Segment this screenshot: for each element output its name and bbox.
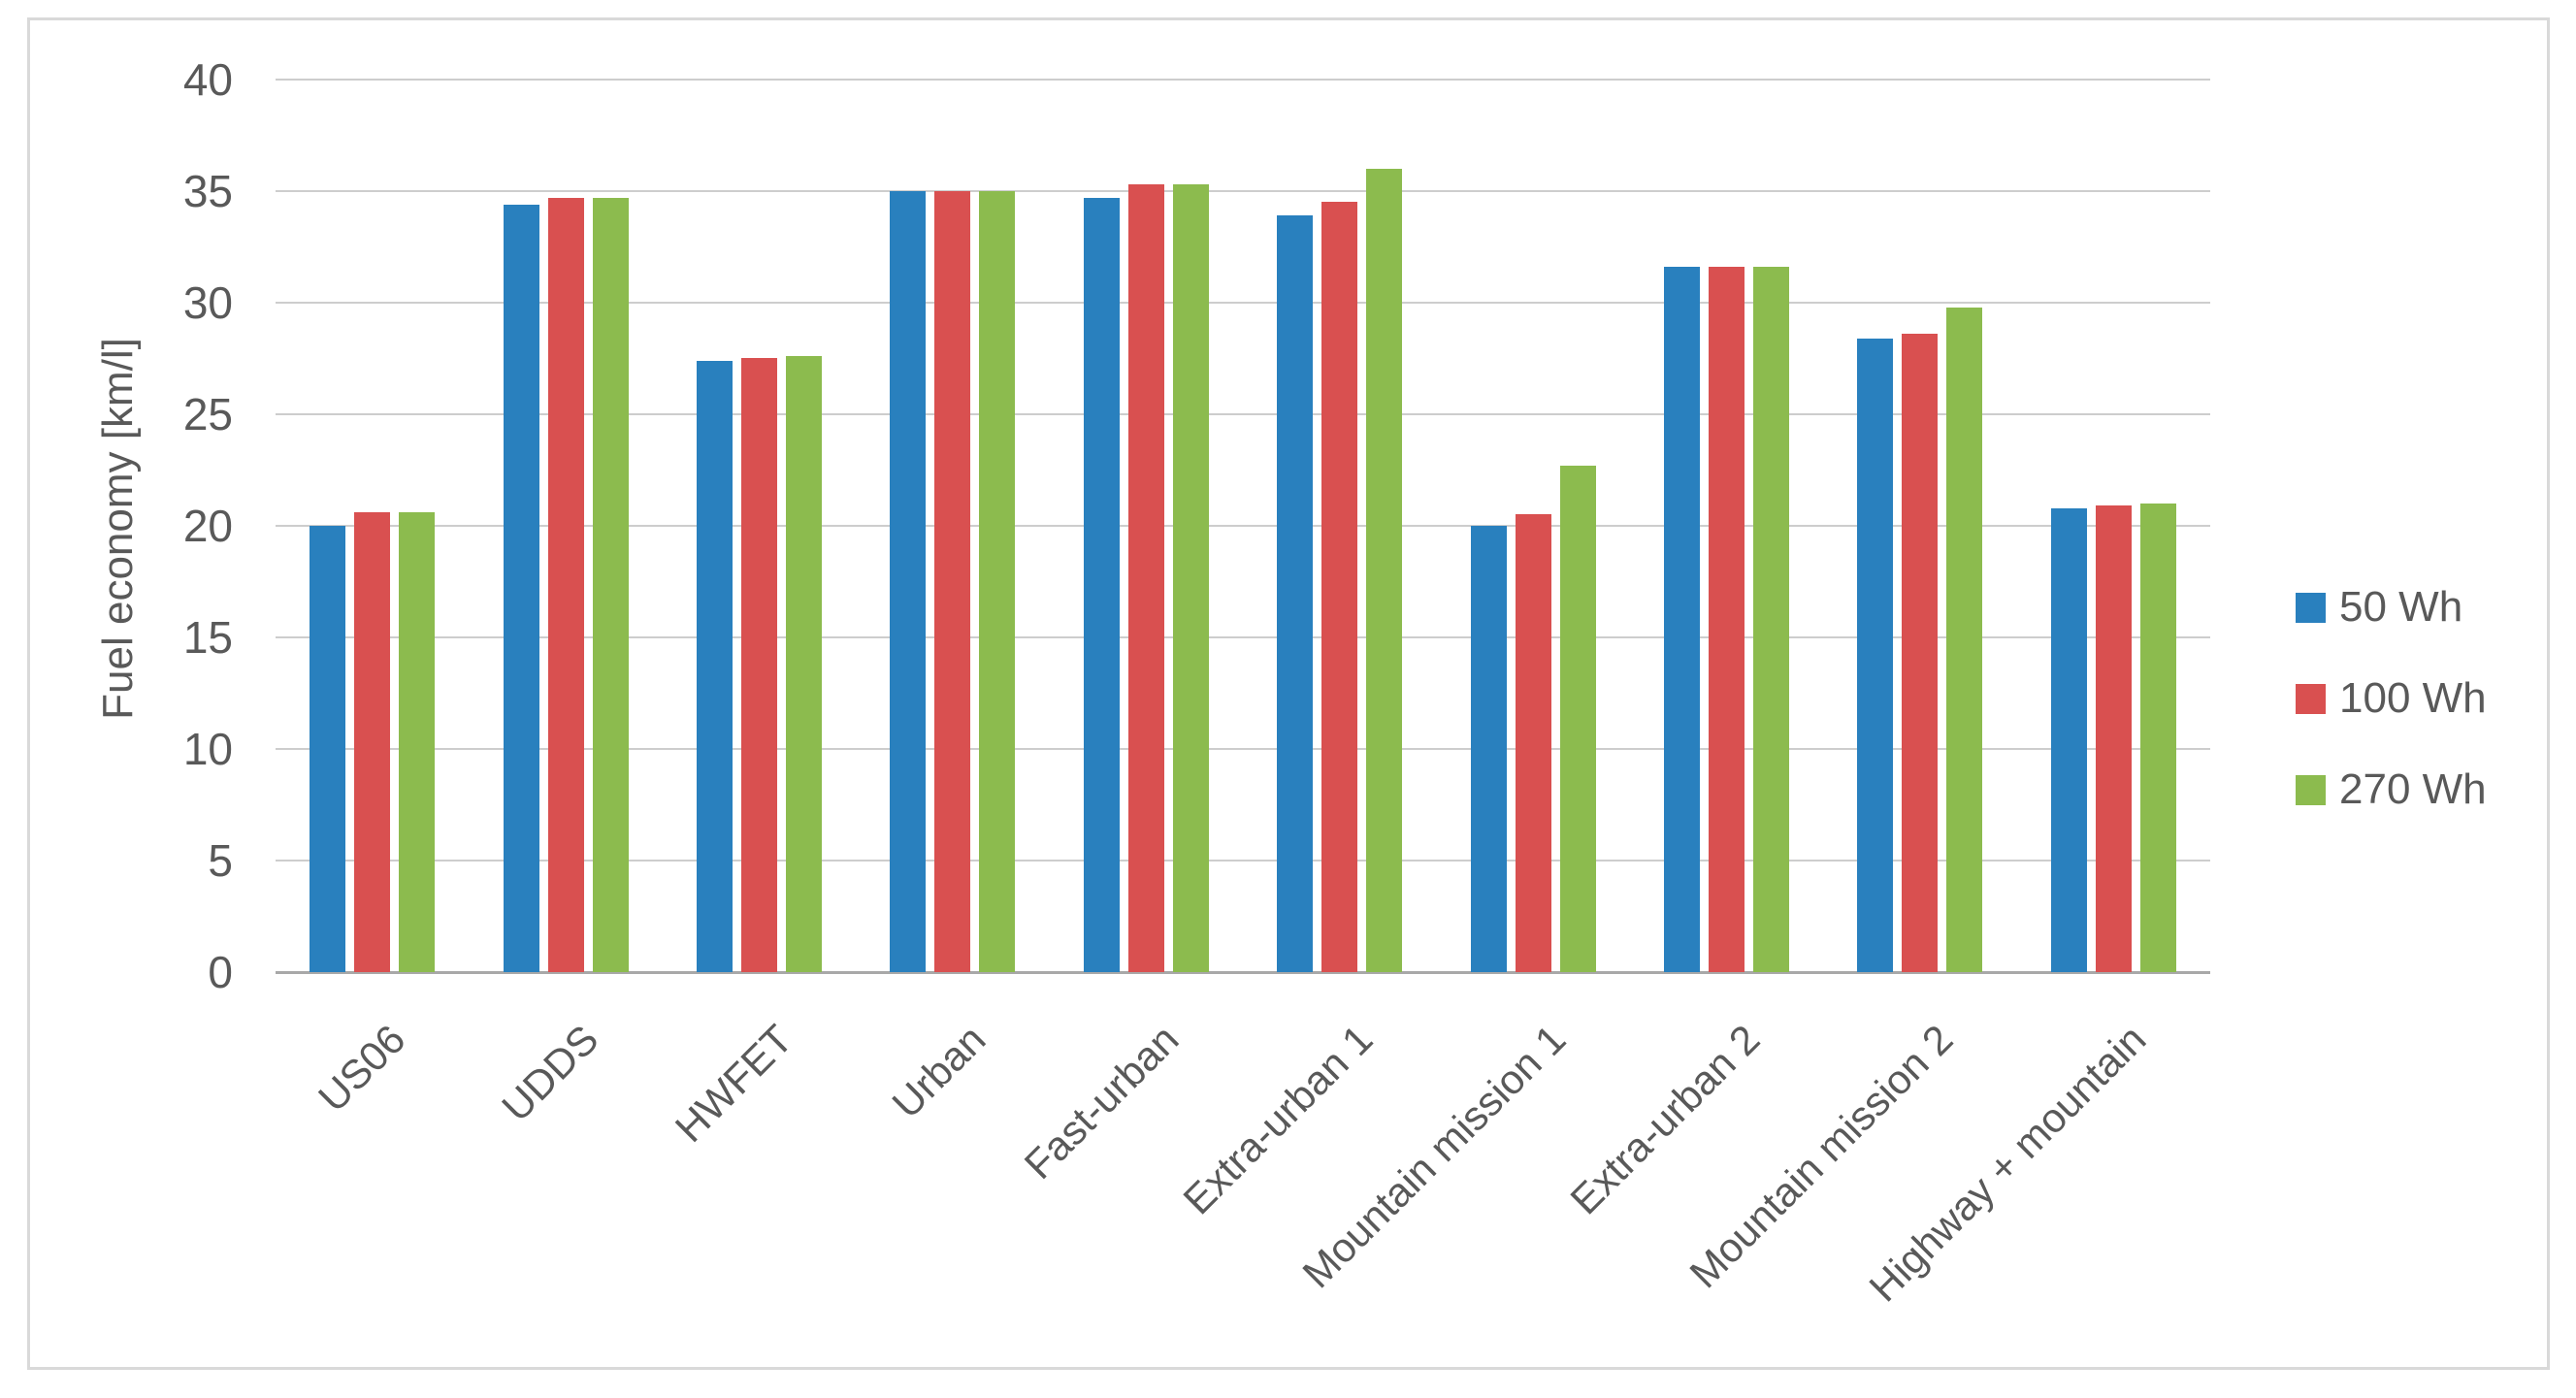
bar-100Wh-mountain-mission-1	[1516, 514, 1551, 972]
gridline-5	[276, 860, 2210, 862]
bar-270Wh-extra-urban-2	[1753, 267, 1789, 972]
legend-item-270Wh: 270 Wh	[2296, 768, 2487, 811]
bar-50Wh-hwfet	[697, 361, 733, 972]
bar-100Wh-us06	[354, 512, 390, 972]
legend-item-50Wh: 50 Wh	[2296, 586, 2462, 629]
y-tick-label-0: 0	[208, 947, 233, 997]
bar-50Wh-us06	[310, 526, 345, 972]
bar-270Wh-urban	[979, 191, 1015, 972]
y-tick-label-25: 25	[182, 389, 233, 439]
bar-100Wh-mountain-mission-2	[1902, 334, 1938, 972]
gridline-10	[276, 748, 2210, 750]
bar-50Wh-udds	[504, 205, 539, 972]
bar-100Wh-udds	[548, 198, 584, 972]
bar-50Wh-fast-urban	[1084, 198, 1120, 972]
legend-swatch-100Wh	[2296, 683, 2326, 714]
bar-270Wh-extra-urban-1	[1366, 169, 1402, 972]
bar-50Wh-extra-urban-1	[1277, 215, 1313, 972]
gridline-40	[276, 79, 2210, 81]
bar-270Wh-mountain-mission-2	[1946, 308, 1982, 972]
legend-swatch-270Wh	[2296, 774, 2326, 805]
gridline-15	[276, 636, 2210, 638]
bar-50Wh-highway-mountain	[2051, 508, 2087, 972]
bar-270Wh-highway-mountain	[2140, 504, 2176, 972]
bar-100Wh-urban	[934, 191, 970, 972]
y-tick-label-30: 30	[182, 277, 233, 328]
x-axis-line	[276, 971, 2210, 974]
gridline-25	[276, 413, 2210, 415]
gridline-30	[276, 302, 2210, 304]
gridline-35	[276, 190, 2210, 192]
bar-50Wh-urban	[890, 191, 926, 972]
legend-item-100Wh: 100 Wh	[2296, 677, 2487, 720]
bar-270Wh-mountain-mission-1	[1560, 466, 1596, 972]
legend-label-50Wh: 50 Wh	[2339, 583, 2463, 631]
y-tick-label-20: 20	[182, 501, 233, 551]
bar-100Wh-extra-urban-1	[1321, 202, 1357, 972]
y-tick-label-5: 5	[208, 835, 233, 886]
bar-100Wh-hwfet	[741, 358, 777, 972]
legend-label-270Wh: 270 Wh	[2339, 765, 2487, 813]
legend-swatch-50Wh	[2296, 592, 2326, 623]
y-tick-label-40: 40	[182, 54, 233, 105]
bar-270Wh-udds	[593, 198, 629, 972]
bar-270Wh-us06	[399, 512, 435, 972]
bar-100Wh-fast-urban	[1128, 184, 1164, 972]
y-tick-label-10: 10	[182, 724, 233, 774]
legend-label-100Wh: 100 Wh	[2339, 674, 2487, 722]
gridline-20	[276, 525, 2210, 527]
bar-50Wh-extra-urban-2	[1664, 267, 1700, 972]
bar-270Wh-fast-urban	[1173, 184, 1209, 972]
y-tick-label-15: 15	[182, 612, 233, 663]
bar-50Wh-mountain-mission-1	[1471, 526, 1507, 972]
bar-50Wh-mountain-mission-2	[1857, 339, 1893, 972]
y-tick-label-35: 35	[182, 166, 233, 216]
bar-270Wh-hwfet	[786, 356, 822, 972]
bar-100Wh-extra-urban-2	[1709, 267, 1745, 972]
bar-100Wh-highway-mountain	[2096, 505, 2132, 972]
